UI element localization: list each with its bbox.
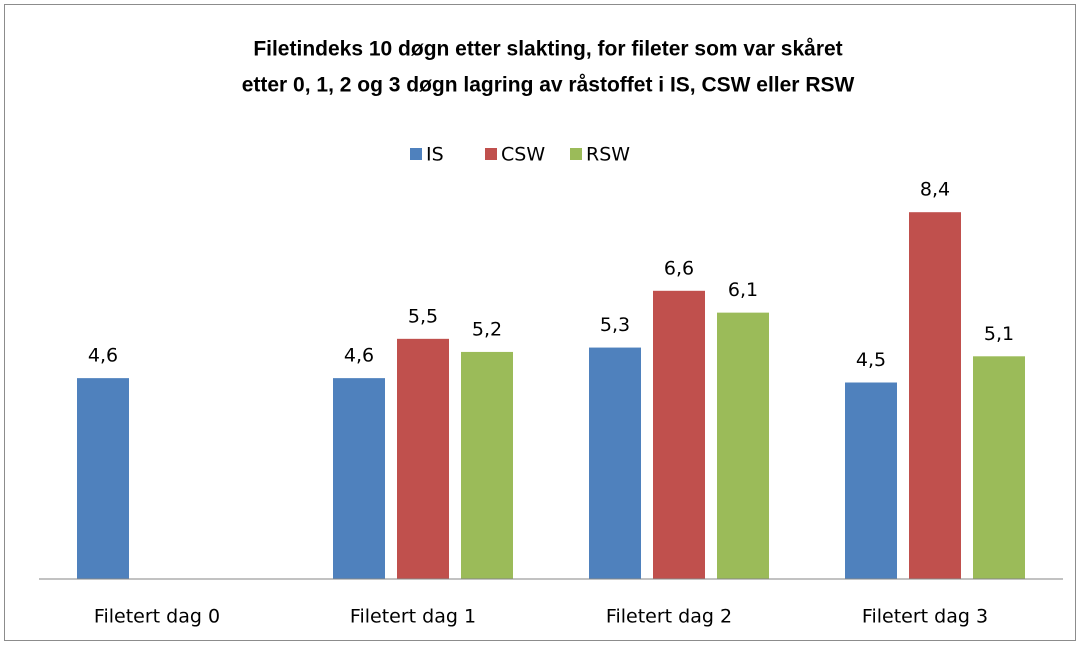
x-tick-label: Filetert dag 2: [606, 606, 732, 628]
data-label: 5,2: [472, 318, 502, 340]
legend-swatch: [410, 148, 422, 160]
legend-label: CSW: [501, 144, 545, 166]
bar: [909, 212, 961, 579]
bar: [461, 351, 513, 579]
bar: [845, 382, 897, 579]
data-label: 5,3: [600, 314, 630, 336]
data-label: 6,1: [728, 279, 758, 301]
bar: [653, 290, 705, 579]
data-label: 5,1: [984, 323, 1014, 345]
bar: [973, 356, 1025, 579]
bar: [77, 378, 129, 579]
x-tick-label: Filetert dag 0: [94, 606, 220, 628]
legend-label: RSW: [586, 144, 630, 166]
data-label: 4,5: [856, 349, 886, 371]
bar: [397, 338, 449, 579]
legend-swatch: [570, 148, 582, 160]
x-tick-label: Filetert dag 3: [862, 606, 988, 628]
data-label: 8,4: [920, 179, 950, 201]
data-label: 4,6: [88, 345, 118, 367]
chart-title: etter 0, 1, 2 og 3 døgn lagring av råsto…: [242, 74, 855, 97]
chart-title: Filetindeks 10 døgn etter slakting, for …: [253, 38, 842, 61]
bar: [589, 347, 641, 579]
data-label: 6,6: [664, 257, 694, 279]
x-tick-label: Filetert dag 1: [350, 606, 476, 628]
data-label: 5,5: [408, 305, 438, 327]
legend-label: IS: [426, 144, 444, 166]
bar: [333, 378, 385, 579]
bar: [717, 312, 769, 579]
legend-swatch: [485, 148, 497, 160]
data-label: 4,6: [344, 345, 374, 367]
